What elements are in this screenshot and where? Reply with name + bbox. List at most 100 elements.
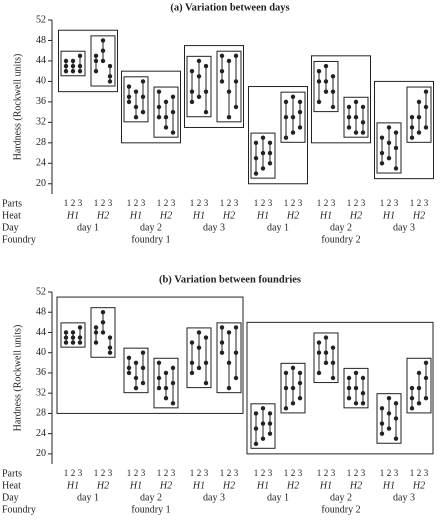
chart-title: (b) Variation between foundries	[159, 274, 301, 285]
reading	[267, 421, 273, 426]
part-label: 1	[284, 198, 289, 208]
day-box	[248, 86, 308, 185]
day-label: day 2	[140, 492, 162, 503]
heat-label: H1	[129, 480, 142, 491]
reading	[126, 94, 132, 99]
reading	[196, 345, 202, 350]
part-label: 1	[127, 198, 132, 208]
y-tick-label: 28	[36, 408, 46, 419]
reading	[77, 325, 83, 330]
reading	[393, 436, 399, 441]
part-label: 3	[268, 468, 273, 478]
part-label: 3	[361, 468, 366, 478]
reading	[163, 385, 169, 391]
part-label: 3	[141, 468, 146, 478]
reading	[260, 166, 266, 171]
part-label: 2	[324, 468, 329, 478]
reading	[290, 130, 296, 135]
foundry-label: foundry 1	[131, 234, 170, 245]
reading	[156, 360, 162, 366]
heat-label: H1	[192, 480, 205, 491]
reading	[330, 89, 336, 94]
heat-box	[376, 122, 402, 174]
y-tick-label: 24	[36, 428, 46, 439]
part-label: 2	[227, 468, 232, 478]
reading	[379, 421, 385, 426]
reading	[100, 320, 106, 325]
reading	[253, 155, 259, 161]
reading	[163, 125, 169, 130]
part-label: 2	[417, 198, 422, 208]
reading	[170, 401, 176, 406]
heat-box	[90, 35, 116, 87]
part-label: 1	[380, 198, 385, 208]
reading	[163, 115, 169, 120]
reading	[386, 396, 392, 401]
reading	[140, 365, 146, 371]
reading	[93, 58, 99, 64]
day-label: day 3	[393, 222, 415, 233]
part-label: 1	[347, 198, 352, 208]
reading	[107, 345, 113, 350]
part-label: 2	[101, 468, 106, 478]
reading	[93, 340, 99, 345]
reading	[170, 94, 176, 99]
reading	[393, 401, 399, 406]
reading	[283, 370, 289, 376]
heat-box	[376, 393, 402, 444]
reading	[267, 161, 273, 166]
reading	[233, 104, 239, 110]
reading	[126, 370, 132, 376]
heat-box	[313, 332, 339, 384]
reading	[156, 104, 162, 110]
reading	[316, 370, 322, 376]
reading	[133, 104, 139, 110]
reading	[323, 63, 329, 69]
part-label: 2	[71, 468, 76, 478]
y-tick-label: 40	[36, 347, 46, 358]
reading	[226, 330, 232, 335]
reading	[253, 171, 259, 176]
y-tick-label: 48	[36, 307, 46, 318]
reading	[163, 370, 169, 376]
reading	[290, 385, 296, 391]
reading	[196, 58, 202, 64]
heat-box	[250, 132, 276, 179]
reading	[219, 325, 225, 330]
heat-label: H1	[319, 480, 332, 491]
reading	[353, 385, 359, 391]
reading	[156, 385, 162, 391]
reading	[409, 406, 415, 411]
day-box	[184, 45, 244, 128]
row-label: Heat	[2, 480, 21, 491]
heat-box	[123, 76, 149, 123]
reading	[409, 125, 415, 130]
reading	[156, 375, 162, 381]
part-label: 3	[424, 468, 429, 478]
part-label: 1	[410, 468, 415, 478]
part-label: 3	[204, 468, 209, 478]
y-tick-label: 32	[36, 387, 46, 398]
reading	[189, 340, 195, 345]
y-tick-label: 20	[36, 448, 46, 459]
part-label: 1	[127, 468, 132, 478]
reading	[386, 140, 392, 146]
reading	[423, 375, 429, 381]
reading	[70, 58, 76, 64]
heat-box	[313, 60, 339, 113]
part-label: 1	[347, 468, 352, 478]
reading	[140, 109, 146, 115]
reading	[233, 325, 239, 330]
reading	[100, 330, 106, 335]
part-label: 2	[387, 468, 392, 478]
reading	[63, 58, 69, 64]
reading	[253, 411, 259, 416]
part-label: 1	[220, 198, 225, 208]
reading	[283, 135, 289, 140]
heat-label: H2	[159, 210, 172, 221]
reading	[63, 63, 69, 69]
reading	[297, 370, 303, 376]
heat-box	[153, 86, 179, 138]
reading	[219, 79, 225, 84]
